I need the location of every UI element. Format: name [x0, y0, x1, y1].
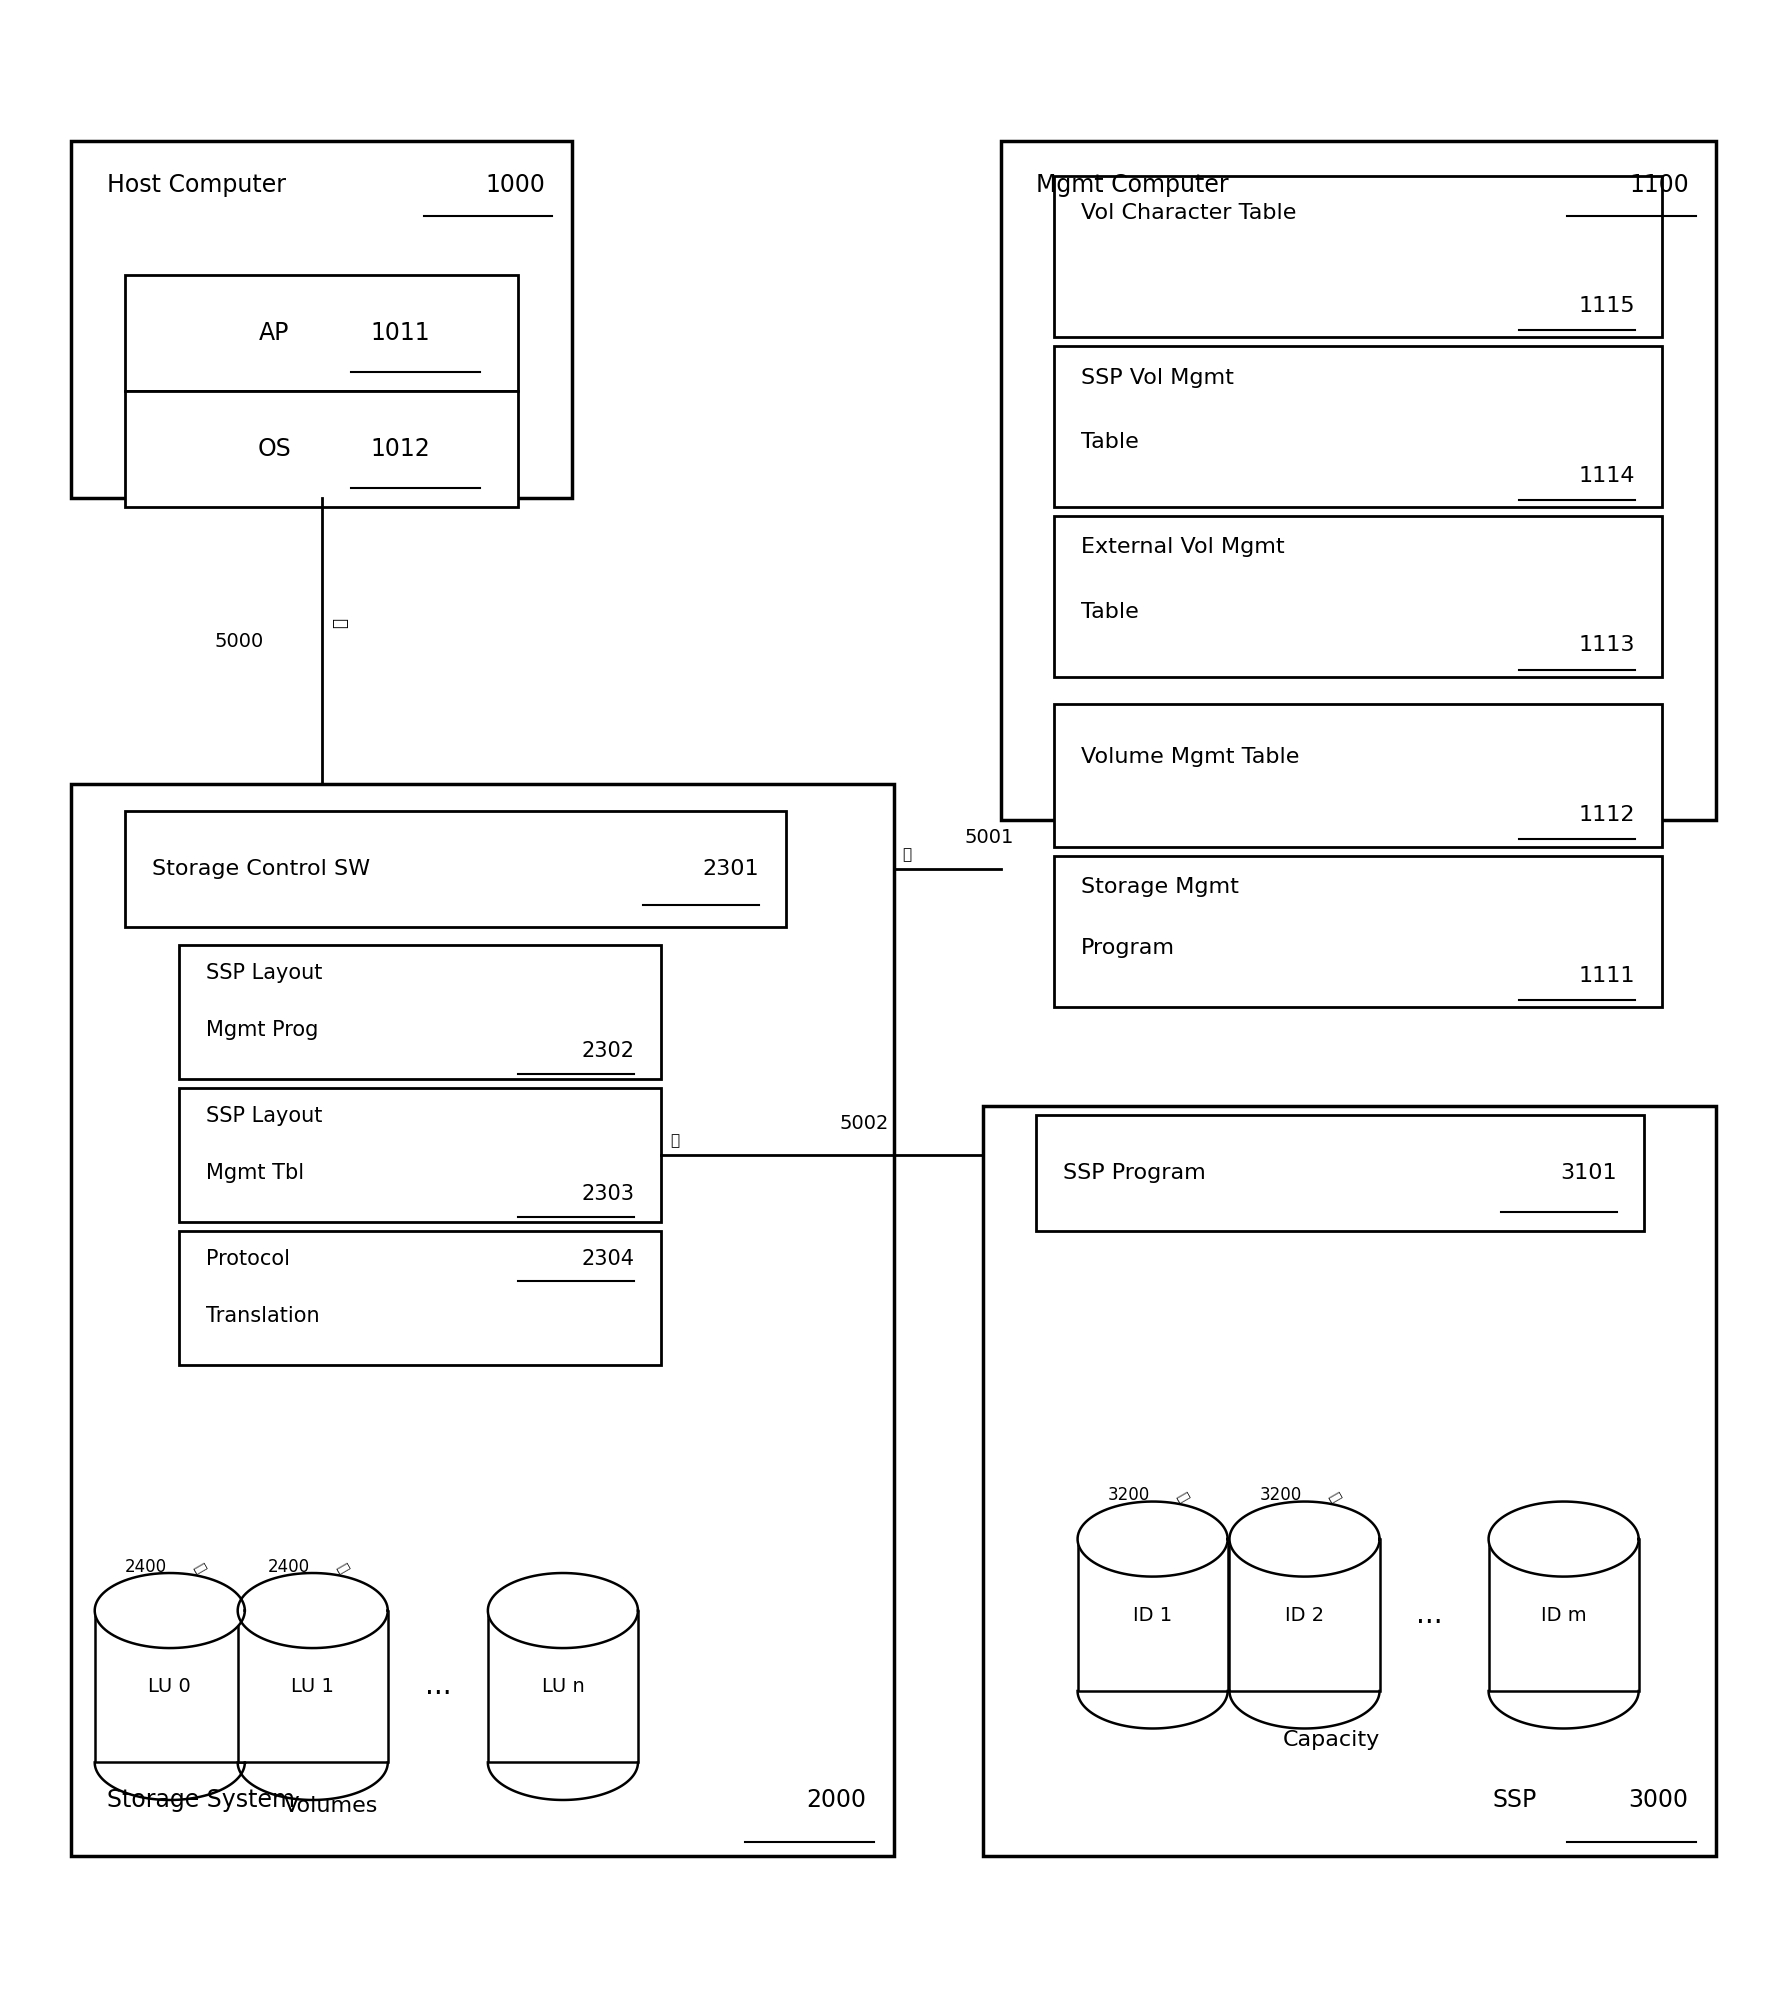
FancyBboxPatch shape	[1001, 140, 1716, 821]
FancyBboxPatch shape	[125, 391, 518, 507]
Text: Translation: Translation	[206, 1306, 320, 1326]
Text: 5002: 5002	[840, 1114, 890, 1134]
Text: Table: Table	[1081, 601, 1138, 621]
Text: Program: Program	[1081, 939, 1176, 959]
Text: 2301: 2301	[702, 859, 759, 879]
Text: Mgmt Prog: Mgmt Prog	[206, 1020, 318, 1040]
Text: 3101: 3101	[1560, 1162, 1617, 1182]
Text: 1000: 1000	[484, 174, 545, 198]
Text: 2302: 2302	[581, 1040, 634, 1060]
Text: 1115: 1115	[1578, 296, 1635, 316]
Polygon shape	[95, 1610, 245, 1763]
FancyBboxPatch shape	[125, 276, 518, 391]
FancyBboxPatch shape	[1036, 1114, 1644, 1230]
Text: OS: OS	[257, 437, 291, 461]
FancyBboxPatch shape	[71, 785, 894, 1857]
Text: Mgmt Tbl: Mgmt Tbl	[206, 1162, 304, 1182]
Text: ...: ...	[1417, 1602, 1442, 1630]
Text: Storage Mgmt: Storage Mgmt	[1081, 877, 1238, 897]
Text: 1112: 1112	[1578, 805, 1635, 825]
Polygon shape	[1229, 1540, 1380, 1691]
Text: Mgmt Computer: Mgmt Computer	[1036, 174, 1229, 198]
FancyBboxPatch shape	[1054, 345, 1662, 507]
Text: Storage Control SW: Storage Control SW	[152, 859, 370, 879]
FancyBboxPatch shape	[1054, 515, 1662, 677]
Text: 1114: 1114	[1578, 465, 1635, 485]
Text: 2303: 2303	[581, 1184, 634, 1204]
Text: Protocol: Protocol	[206, 1248, 289, 1268]
Text: 1011: 1011	[370, 322, 431, 345]
Text: Volumes: Volumes	[284, 1795, 377, 1815]
Text: SSP: SSP	[1492, 1787, 1537, 1811]
Text: ID m: ID m	[1540, 1606, 1587, 1624]
Text: SSP Program: SSP Program	[1063, 1162, 1206, 1182]
Polygon shape	[1489, 1502, 1639, 1576]
Text: LU 1: LU 1	[291, 1677, 334, 1695]
Text: 3200: 3200	[1260, 1486, 1303, 1504]
FancyBboxPatch shape	[1054, 176, 1662, 337]
Text: 〉: 〉	[670, 1132, 679, 1148]
Text: Storage System: Storage System	[107, 1787, 295, 1811]
FancyBboxPatch shape	[71, 140, 572, 497]
Text: Volume Mgmt Table: Volume Mgmt Table	[1081, 747, 1299, 767]
Text: 3200: 3200	[1108, 1486, 1151, 1504]
FancyBboxPatch shape	[125, 811, 786, 927]
Text: 〉: 〉	[1326, 1490, 1342, 1504]
Text: ID 2: ID 2	[1285, 1606, 1324, 1624]
Polygon shape	[488, 1610, 638, 1763]
Text: AP: AP	[259, 322, 289, 345]
Text: 2000: 2000	[806, 1787, 867, 1811]
Polygon shape	[238, 1574, 388, 1648]
Text: 5001: 5001	[965, 829, 1015, 847]
Text: 2400: 2400	[268, 1558, 311, 1576]
Text: LU n: LU n	[541, 1677, 584, 1695]
Text: 5000: 5000	[214, 631, 264, 651]
FancyBboxPatch shape	[983, 1106, 1716, 1857]
Text: Vol Character Table: Vol Character Table	[1081, 204, 1297, 224]
Text: 2304: 2304	[581, 1248, 634, 1268]
Text: LU 0: LU 0	[148, 1677, 191, 1695]
Text: SSP Layout: SSP Layout	[206, 963, 322, 983]
Text: ID 1: ID 1	[1133, 1606, 1172, 1624]
Text: 〉: 〉	[902, 847, 911, 863]
FancyBboxPatch shape	[179, 1088, 661, 1222]
FancyBboxPatch shape	[1054, 703, 1662, 847]
FancyBboxPatch shape	[1054, 855, 1662, 1006]
Text: 1100: 1100	[1630, 174, 1689, 198]
Text: SSP Layout: SSP Layout	[206, 1106, 322, 1126]
Text: Capacity: Capacity	[1283, 1729, 1380, 1749]
Text: 〉: 〉	[1174, 1490, 1190, 1504]
Polygon shape	[488, 1574, 638, 1648]
Text: SSP Vol Mgmt: SSP Vol Mgmt	[1081, 367, 1235, 387]
Text: 〉: 〉	[191, 1562, 207, 1576]
Text: 1012: 1012	[370, 437, 431, 461]
Polygon shape	[1078, 1540, 1228, 1691]
FancyBboxPatch shape	[179, 1230, 661, 1364]
Polygon shape	[1078, 1502, 1228, 1576]
FancyBboxPatch shape	[179, 945, 661, 1078]
Polygon shape	[95, 1574, 245, 1648]
Text: 〉: 〉	[331, 619, 348, 629]
Text: 3000: 3000	[1628, 1787, 1689, 1811]
Text: 〉: 〉	[334, 1562, 350, 1576]
Text: 1113: 1113	[1578, 635, 1635, 655]
Text: Host Computer: Host Computer	[107, 174, 286, 198]
Text: 2400: 2400	[125, 1558, 168, 1576]
Text: External Vol Mgmt: External Vol Mgmt	[1081, 537, 1285, 557]
Text: ...: ...	[425, 1673, 450, 1701]
Polygon shape	[1229, 1502, 1380, 1576]
Polygon shape	[1489, 1540, 1639, 1691]
Polygon shape	[238, 1610, 388, 1763]
Text: Table: Table	[1081, 431, 1138, 451]
Text: 1111: 1111	[1578, 967, 1635, 987]
